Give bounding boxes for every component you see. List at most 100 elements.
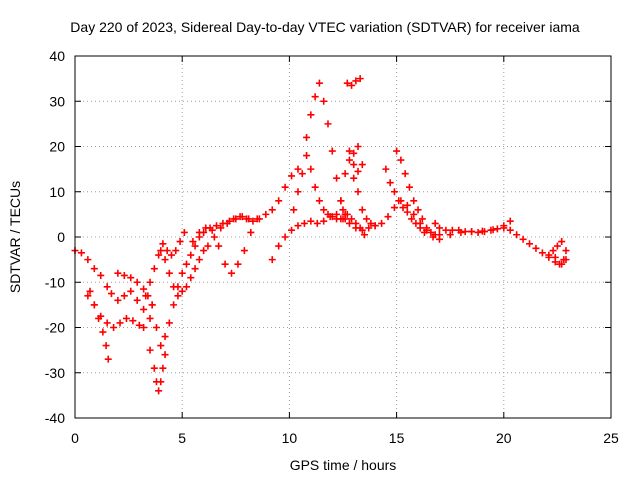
data-point — [102, 342, 110, 350]
data-point — [390, 188, 398, 196]
data-point — [324, 210, 332, 218]
series-track-e — [146, 346, 169, 395]
data-point — [341, 170, 349, 178]
data-point — [468, 228, 476, 236]
y-tick-label: 20 — [49, 139, 65, 155]
x-tick-label: 10 — [282, 430, 298, 446]
data-point — [243, 215, 251, 223]
series-track-o — [343, 75, 364, 89]
y-tick-label: 10 — [49, 184, 65, 200]
data-point — [122, 314, 130, 322]
data-point — [352, 77, 360, 85]
data-point — [255, 215, 263, 223]
data-point — [103, 319, 111, 327]
data-point — [513, 231, 521, 239]
data-point — [107, 290, 115, 298]
data-point — [129, 317, 137, 325]
data-point — [365, 224, 373, 232]
x-tick-label: 5 — [178, 430, 186, 446]
data-point — [135, 321, 143, 329]
data-point — [155, 387, 163, 395]
data-point — [99, 328, 107, 336]
x-tick-labels: 0 5 10 15 20 25 — [71, 430, 619, 446]
data-point — [493, 225, 501, 233]
data-point — [140, 305, 148, 313]
data-point — [249, 217, 257, 225]
data-point — [236, 213, 244, 221]
data-point — [461, 228, 469, 236]
grid-lines — [75, 56, 611, 418]
data-points — [71, 75, 570, 395]
data-point — [178, 287, 186, 295]
data-point — [399, 204, 407, 212]
data-point — [240, 247, 248, 255]
data-point — [489, 226, 497, 234]
data-point — [333, 174, 341, 182]
data-point — [120, 271, 128, 279]
data-point — [435, 224, 443, 232]
data-point — [356, 75, 364, 83]
data-point — [127, 274, 135, 282]
data-point — [526, 240, 534, 248]
data-point — [140, 324, 148, 331]
data-point — [275, 197, 283, 205]
data-point — [423, 224, 431, 232]
data-point — [403, 201, 411, 209]
data-point — [195, 228, 203, 236]
data-point — [114, 269, 122, 277]
data-point — [538, 249, 546, 257]
x-tick-label: 25 — [603, 430, 619, 446]
data-point — [395, 197, 403, 205]
data-point — [558, 238, 566, 246]
data-point — [288, 172, 296, 180]
data-point — [230, 215, 238, 223]
series-track-w — [545, 238, 570, 268]
data-point — [167, 251, 175, 259]
data-point — [104, 355, 112, 363]
data-point — [311, 183, 319, 191]
data-point — [532, 244, 540, 252]
x-tick-label: 15 — [389, 430, 405, 446]
data-point — [328, 147, 336, 155]
data-point — [427, 228, 435, 236]
data-point — [420, 228, 428, 236]
series-track-p — [345, 143, 362, 164]
data-point — [84, 292, 92, 300]
data-point — [103, 283, 111, 291]
series-track-a — [71, 247, 154, 322]
data-point — [506, 217, 514, 225]
series-track-j — [210, 165, 302, 241]
data-point — [339, 206, 347, 214]
data-point — [223, 219, 231, 227]
data-point — [204, 242, 212, 250]
data-point — [298, 170, 306, 178]
data-point — [281, 233, 289, 241]
data-point — [165, 319, 173, 327]
data-point — [410, 210, 418, 218]
data-point — [161, 333, 169, 341]
data-point — [288, 226, 296, 234]
x-axis-label: GPS time / hours — [290, 457, 397, 473]
y-tick-label: -30 — [45, 365, 65, 381]
data-point — [553, 242, 561, 250]
data-point — [313, 219, 321, 227]
data-point — [324, 120, 332, 128]
data-point — [268, 206, 276, 214]
data-point — [174, 292, 182, 300]
data-point — [360, 231, 368, 239]
data-point — [350, 161, 358, 169]
data-point — [382, 165, 390, 173]
data-point — [159, 364, 167, 372]
data-point — [556, 260, 564, 268]
data-point — [155, 251, 163, 259]
data-point — [281, 183, 289, 191]
data-point — [217, 224, 225, 232]
data-point — [189, 238, 197, 246]
data-point — [114, 296, 122, 304]
data-point — [157, 342, 165, 350]
x-tick-label: 20 — [496, 430, 512, 446]
series-track-c — [84, 292, 148, 331]
data-point — [210, 233, 218, 241]
data-point — [345, 156, 353, 164]
